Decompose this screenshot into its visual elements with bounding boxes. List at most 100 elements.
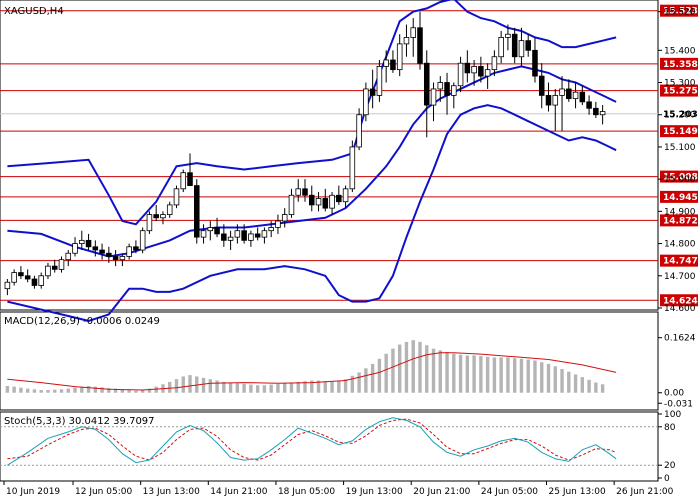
price-tick-label: 15.100 (664, 143, 696, 153)
candle-bull (227, 236, 234, 241)
price-tick-label: 15.520 (664, 8, 696, 18)
stoch-axis: 100 80 20 0 (658, 410, 681, 484)
macd-bar (594, 382, 598, 393)
macd-bar (100, 387, 104, 393)
macd-bar (465, 355, 470, 393)
macd-bar (492, 357, 497, 393)
candle-bull (451, 85, 457, 96)
candle-bull (559, 88, 565, 96)
stoch-title: Stoch(5,3,3) 30.0412 39.7097 (4, 416, 155, 427)
macd-bar (283, 383, 287, 393)
candle-bear (545, 95, 552, 106)
level-badge (660, 57, 698, 70)
candle-bull (457, 62, 464, 87)
macd-bar (296, 381, 300, 393)
stoch-signal-line (7, 418, 617, 461)
macd-bar (289, 382, 294, 393)
macd-bar (600, 384, 605, 393)
macd-bar (188, 375, 192, 393)
level-badge (660, 125, 698, 138)
candle-bull (139, 230, 146, 251)
time-tick-label: 20 Jun 21:00 (413, 487, 470, 497)
candle-bull (160, 214, 166, 219)
candle-bull (275, 220, 281, 228)
macd-signal-polyline (7, 352, 617, 391)
candle-bear (194, 185, 200, 238)
candle-bull (491, 56, 498, 71)
candle-bear (99, 249, 105, 254)
macd-bar (391, 348, 395, 393)
macd-bar (140, 390, 145, 393)
macd-bar (201, 377, 206, 393)
stoch-panel-frame (0, 411, 659, 482)
candle-bear (153, 214, 159, 219)
price-axis: 15.520 15.400 15.300 15.200 15.100 15.000 14.9… (658, 8, 698, 314)
time-tick-label: 18 Jun 05:00 (278, 487, 335, 497)
macd-bar (107, 387, 111, 393)
macd-bar (208, 379, 212, 393)
candle-bull (505, 33, 511, 38)
level-badge (660, 84, 698, 97)
candle-bull (45, 265, 51, 277)
macd-bar (235, 383, 240, 393)
stoch-tick-label: 80 (664, 423, 676, 433)
candle-bull (119, 256, 126, 261)
candle-bear (308, 194, 315, 206)
candle-bull (146, 214, 153, 232)
main-panel-frame (0, 0, 659, 311)
candle-bear (302, 188, 308, 196)
macd-bar (526, 359, 530, 393)
time-axis: 10 Jun 2019 12 Jun 05:00 13 Jun 13:00 14 Ju… (3, 481, 674, 497)
candle-bull (234, 230, 241, 238)
macd-signal-line (7, 352, 617, 391)
candle-bull (58, 259, 65, 270)
macd-bar (134, 390, 138, 393)
level-badge-label: 14.945 (663, 193, 698, 203)
macd-bar (546, 363, 551, 393)
candle-bear (92, 246, 99, 251)
macd-bar (452, 353, 456, 393)
level-badge-label: 14.747 (663, 257, 698, 267)
macd-bar (370, 363, 375, 393)
candle-bear (133, 246, 139, 251)
price-tick-label: 15.200 (664, 111, 696, 121)
candle-bear (586, 101, 592, 109)
level-badge-label: 15.149 (663, 127, 698, 137)
candle-bull (572, 91, 579, 100)
macd-bar (113, 388, 118, 393)
macd-bar (73, 387, 77, 393)
candle-bear (106, 252, 112, 257)
candle-bear (579, 91, 586, 103)
macd-bar (93, 386, 98, 393)
level-badge (660, 170, 698, 183)
candle-bull (410, 27, 416, 38)
candle-bull (173, 188, 180, 206)
macd-bar (255, 385, 260, 393)
macd-bar (499, 357, 503, 393)
candle-bull (166, 204, 173, 215)
time-tick-label: 10 Jun 2019 (6, 487, 60, 497)
candle-bear (593, 107, 599, 116)
candlesticks (4, 11, 606, 296)
macd-tick-label: 0.00 (664, 389, 684, 399)
macd-bar (269, 384, 273, 393)
macd-bar (59, 389, 64, 393)
macd-bar (479, 356, 483, 393)
candle-bear (532, 49, 538, 77)
candle-bull (376, 66, 383, 96)
candle-bull (356, 114, 362, 148)
time-tick-label: 19 Jun 13:00 (346, 487, 403, 497)
time-tick-label: 24 Jun 05:00 (481, 487, 538, 497)
macd-bar (19, 387, 23, 393)
candle-bear (478, 66, 484, 77)
macd-bar (32, 389, 37, 393)
price-tick-label: 15.000 (664, 175, 696, 185)
macd-bar (276, 383, 280, 393)
macd-bar (80, 386, 84, 393)
macd-bar (418, 341, 422, 393)
candle-bull (126, 246, 132, 257)
level-badge (660, 190, 698, 203)
macd-bar (66, 388, 70, 393)
